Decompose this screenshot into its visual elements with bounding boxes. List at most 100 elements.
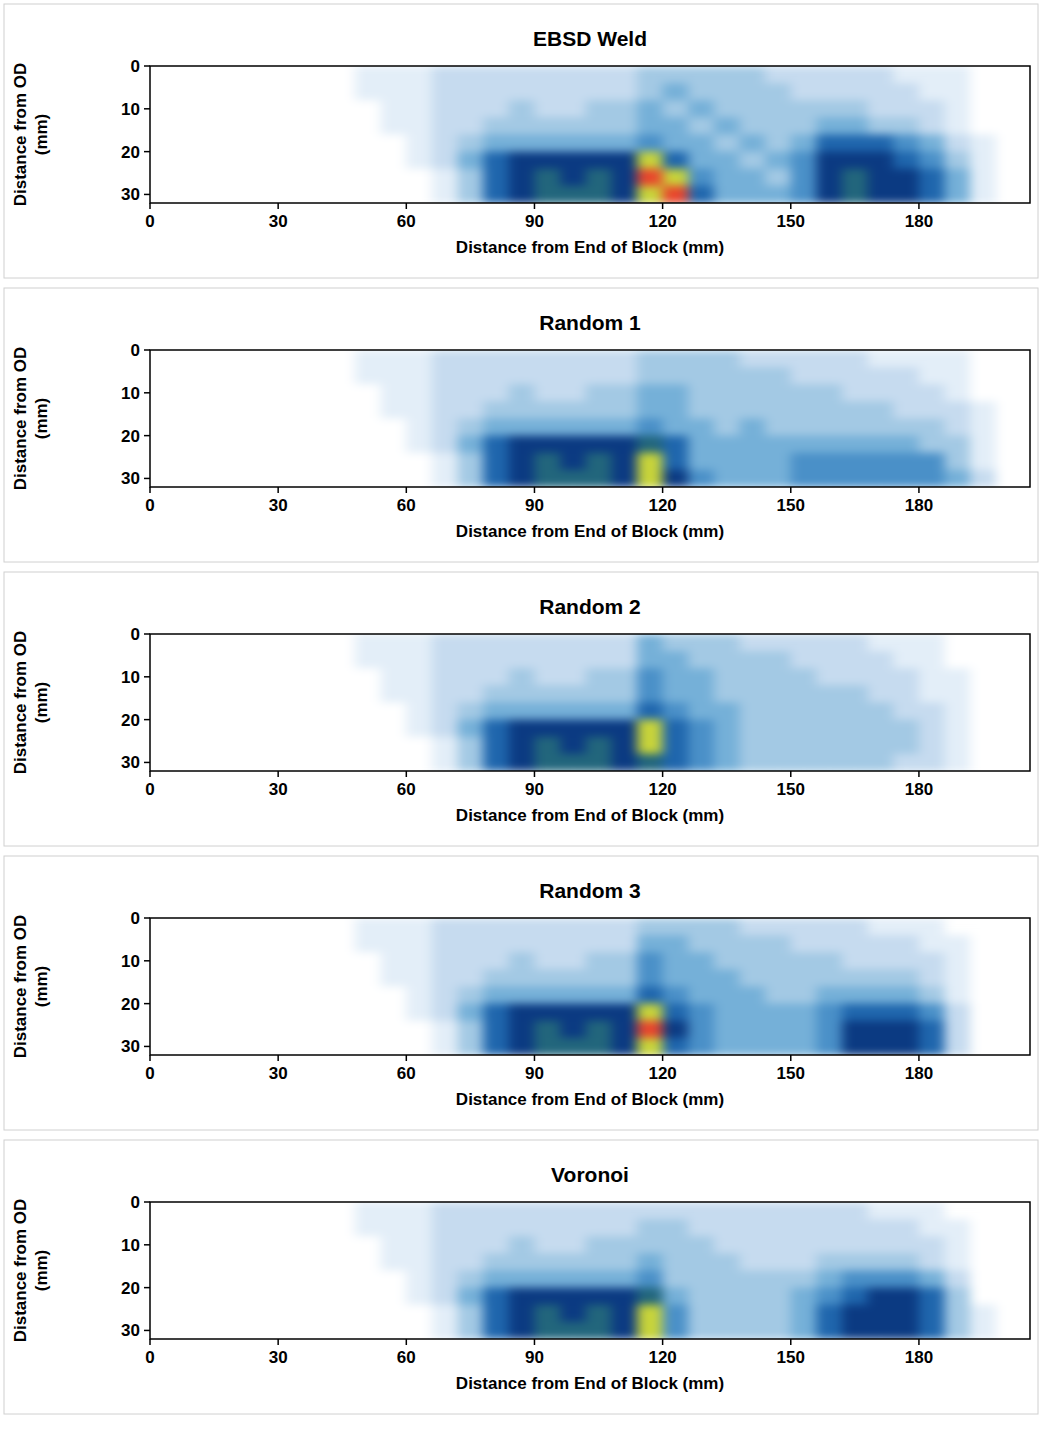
- heatmap-cell: [663, 1305, 689, 1323]
- heatmap-cell: [483, 1004, 509, 1022]
- heatmap-cell: [893, 350, 919, 368]
- heatmap-cell: [432, 152, 458, 170]
- heatmap-cell: [611, 350, 637, 368]
- heatmap-cell: [868, 634, 894, 652]
- heatmap-cell: [611, 419, 637, 437]
- heatmap-cell: [509, 419, 535, 437]
- heatmap-cell: [791, 668, 817, 686]
- heatmap-cell: [970, 401, 996, 419]
- heatmap-cell: [919, 720, 945, 738]
- heatmap-cell: [483, 634, 509, 652]
- heatmap-cell: [637, 1288, 663, 1306]
- heatmap-cell: [586, 152, 612, 170]
- heatmap-cell: [842, 436, 868, 454]
- heatmap-cell: [560, 100, 586, 118]
- heatmap-cell: [919, 169, 945, 187]
- heatmap-cell: [637, 1236, 663, 1254]
- heatmap-cell: [893, 634, 919, 652]
- heatmap-cell: [996, 436, 1022, 454]
- heatmap-cell: [919, 436, 945, 454]
- heatmap-cell: [714, 634, 740, 652]
- heatmap-cell: [509, 935, 535, 953]
- heatmap-cell: [560, 83, 586, 101]
- heatmap-cell: [611, 384, 637, 402]
- heatmap-cell: [714, 1253, 740, 1271]
- heatmap-cell: [945, 1219, 971, 1237]
- heatmap-cell: [893, 66, 919, 84]
- x-tick-label: 90: [525, 1348, 544, 1367]
- heatmap-cell: [586, 685, 612, 703]
- heatmap-cell: [945, 668, 971, 686]
- heatmap-cell: [842, 918, 868, 936]
- heatmap-cell: [432, 1253, 458, 1271]
- heatmap-cell: [432, 720, 458, 738]
- heatmap-cell: [945, 737, 971, 755]
- heatmap-cell: [509, 1288, 535, 1306]
- heatmap-cell: [586, 135, 612, 153]
- heatmap-cell: [945, 1004, 971, 1022]
- heatmap-cell: [611, 720, 637, 738]
- heatmap-cell: [816, 152, 842, 170]
- heatmap-cell: [816, 186, 842, 203]
- heatmap-cell: [740, 737, 766, 755]
- heatmap-cell: [534, 83, 560, 101]
- heatmap-cell: [842, 367, 868, 385]
- heatmap-cell: [893, 1288, 919, 1306]
- y-tick: [144, 151, 150, 153]
- heatmap-cell: [663, 436, 689, 454]
- heatmap-cell: [765, 1253, 791, 1271]
- heatmap-cell: [868, 651, 894, 669]
- heatmap-cell: [765, 66, 791, 84]
- x-tick: [662, 487, 664, 493]
- heatmap-cell: [893, 470, 919, 487]
- heatmap-cell: [611, 1305, 637, 1323]
- heatmap-cell: [970, 987, 996, 1005]
- heatmap-cell: [868, 186, 894, 203]
- y-tick: [144, 960, 150, 962]
- heatmap-cell: [509, 720, 535, 738]
- heatmap-cell: [483, 117, 509, 135]
- heatmap-cell: [329, 367, 355, 385]
- heatmap-cell: [714, 169, 740, 187]
- heatmap-cell: [996, 186, 1022, 203]
- x-tick: [277, 203, 279, 209]
- heatmap-cell: [996, 737, 1022, 755]
- heatmap-cell: [919, 100, 945, 118]
- heatmap-cell: [637, 668, 663, 686]
- heatmap-cell: [406, 117, 432, 135]
- x-tick-label: 90: [525, 496, 544, 515]
- x-tick-label: 0: [145, 1064, 154, 1083]
- heatmap-cell: [791, 186, 817, 203]
- heatmap-cell: [381, 66, 407, 84]
- heatmap-cell: [765, 703, 791, 721]
- heatmap-cell: [432, 470, 458, 487]
- heatmap-cell: [432, 1219, 458, 1237]
- heatmap-cell: [432, 987, 458, 1005]
- heatmap-cell: [509, 470, 535, 487]
- heatmap-cell: [534, 186, 560, 203]
- heatmap-cell: [663, 1021, 689, 1039]
- heatmap-cell: [432, 668, 458, 686]
- heatmap: [150, 918, 1030, 1055]
- heatmap-cell: [996, 935, 1022, 953]
- y-tick: [144, 676, 150, 678]
- heatmap-cell: [432, 186, 458, 203]
- heatmap-cell: [458, 1288, 484, 1306]
- heatmap-cell: [765, 83, 791, 101]
- heatmap-cell: [458, 350, 484, 368]
- y-tick: [144, 762, 150, 764]
- heatmap-cell: [893, 1236, 919, 1254]
- panel-frame: [4, 856, 1038, 1130]
- heatmap-cell: [483, 1202, 509, 1220]
- heatmap-cell: [458, 401, 484, 419]
- plot-frame: [150, 66, 1030, 203]
- heatmap-cell: [406, 918, 432, 936]
- heatmap-cell: [637, 651, 663, 669]
- x-axis-title: Distance from End of Block (mm): [456, 238, 724, 257]
- heatmap-cell: [893, 186, 919, 203]
- heatmap-cell: [714, 1322, 740, 1339]
- heatmap-cell: [381, 1038, 407, 1055]
- heatmap-cell: [919, 419, 945, 437]
- heatmap-cell: [560, 668, 586, 686]
- heatmap-cell: [637, 135, 663, 153]
